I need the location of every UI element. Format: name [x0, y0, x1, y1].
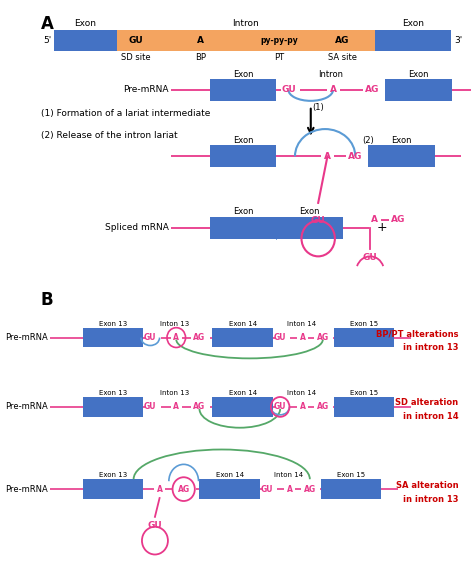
- Bar: [210, 79, 276, 101]
- Text: Exon: Exon: [233, 207, 253, 216]
- Text: Exon: Exon: [233, 70, 253, 79]
- Text: Exon 15: Exon 15: [337, 472, 365, 478]
- Text: GU: GU: [144, 333, 156, 342]
- Bar: [200, 479, 260, 499]
- Text: A: A: [329, 86, 337, 94]
- Text: py-py-py: py-py-py: [260, 36, 298, 45]
- Text: Inton 14: Inton 14: [274, 472, 303, 478]
- Text: in intron 14: in intron 14: [402, 413, 458, 421]
- Text: Exon: Exon: [233, 136, 253, 145]
- Text: A: A: [300, 403, 305, 411]
- Bar: [54, 29, 117, 52]
- Text: (2): (2): [363, 136, 374, 145]
- Text: A: A: [197, 36, 204, 45]
- Text: Pre-mRNA: Pre-mRNA: [123, 86, 169, 94]
- Text: SD alteration: SD alteration: [395, 398, 458, 407]
- Text: SA site: SA site: [328, 53, 357, 62]
- Text: Intron: Intron: [318, 70, 343, 79]
- Bar: [82, 479, 143, 499]
- Bar: [276, 217, 343, 239]
- Text: A: A: [173, 333, 179, 342]
- Text: AG: AG: [304, 485, 316, 493]
- Text: AG: AG: [348, 152, 363, 161]
- Text: GU: GU: [311, 216, 326, 225]
- Text: Exon 15: Exon 15: [350, 390, 378, 396]
- Text: Exon 14: Exon 14: [216, 472, 244, 478]
- Text: AG: AG: [335, 36, 349, 45]
- Text: Inton 14: Inton 14: [287, 390, 316, 396]
- Text: Pre-mRNA: Pre-mRNA: [6, 333, 48, 342]
- Text: BP: BP: [195, 53, 206, 62]
- Text: Exon 13: Exon 13: [99, 472, 127, 478]
- Text: A: A: [324, 152, 331, 161]
- Text: GU: GU: [274, 403, 286, 411]
- Text: PT: PT: [274, 53, 284, 62]
- Text: Pre-mRNA: Pre-mRNA: [6, 485, 48, 493]
- Text: Inton 13: Inton 13: [160, 390, 190, 396]
- Text: (1): (1): [312, 103, 324, 113]
- Bar: [210, 217, 276, 239]
- Text: A: A: [286, 485, 292, 493]
- Text: Intron: Intron: [232, 19, 259, 28]
- Text: Exon: Exon: [74, 19, 96, 28]
- Bar: [212, 328, 273, 347]
- Text: Pre-mRNA: Pre-mRNA: [6, 403, 48, 411]
- Text: BP/PT alterations: BP/PT alterations: [376, 329, 458, 338]
- Bar: [321, 479, 381, 499]
- Text: SA alteration: SA alteration: [396, 481, 458, 490]
- Text: A: A: [173, 403, 179, 411]
- Text: Exon 13: Exon 13: [99, 321, 127, 327]
- Text: 5': 5': [43, 36, 52, 45]
- Text: B: B: [41, 291, 54, 309]
- Text: AG: AG: [317, 403, 329, 411]
- Text: AG: AG: [193, 403, 206, 411]
- Text: 3': 3': [454, 36, 462, 45]
- Bar: [385, 79, 452, 101]
- Text: A: A: [371, 215, 378, 224]
- Text: AG: AG: [391, 215, 405, 224]
- Bar: [334, 397, 394, 417]
- Bar: [334, 328, 394, 347]
- Text: GU: GU: [144, 403, 156, 411]
- Text: Exon 15: Exon 15: [350, 321, 378, 327]
- Text: A: A: [156, 485, 163, 493]
- Bar: [82, 328, 143, 347]
- Text: Exon: Exon: [402, 19, 424, 28]
- Text: in intron 13: in intron 13: [403, 343, 458, 352]
- Text: Exon 14: Exon 14: [228, 390, 256, 396]
- Text: Exon: Exon: [408, 70, 428, 79]
- Text: Inton 14: Inton 14: [287, 321, 316, 327]
- Text: A: A: [41, 15, 54, 33]
- Text: Inton 13: Inton 13: [160, 321, 190, 327]
- Text: GU: GU: [261, 485, 273, 493]
- Bar: [82, 397, 143, 417]
- Text: AG: AG: [365, 86, 379, 94]
- Text: Spliced mRNA: Spliced mRNA: [105, 223, 169, 232]
- Text: GU: GU: [147, 522, 162, 530]
- Text: in intron 13: in intron 13: [403, 495, 458, 503]
- Text: A: A: [300, 333, 305, 342]
- Text: AG: AG: [317, 333, 329, 342]
- Text: Exon 13: Exon 13: [99, 390, 127, 396]
- Bar: [117, 29, 375, 52]
- Bar: [210, 145, 276, 167]
- Text: GU: GU: [128, 36, 143, 45]
- Text: +: +: [377, 221, 387, 234]
- Text: SD site: SD site: [121, 53, 150, 62]
- Text: (1) Formation of a lariat intermediate: (1) Formation of a lariat intermediate: [41, 109, 210, 118]
- Text: GU: GU: [363, 253, 377, 262]
- Text: Exon: Exon: [392, 136, 412, 145]
- Bar: [368, 145, 435, 167]
- Text: Exon 14: Exon 14: [228, 321, 256, 327]
- Text: AG: AG: [193, 333, 206, 342]
- Text: (2) Release of the intron lariat: (2) Release of the intron lariat: [41, 131, 177, 140]
- Text: GU: GU: [274, 333, 286, 342]
- Bar: [212, 397, 273, 417]
- Text: Exon: Exon: [300, 207, 320, 216]
- Text: GU: GU: [281, 86, 296, 94]
- Bar: [375, 29, 451, 52]
- Text: AG: AG: [178, 485, 190, 493]
